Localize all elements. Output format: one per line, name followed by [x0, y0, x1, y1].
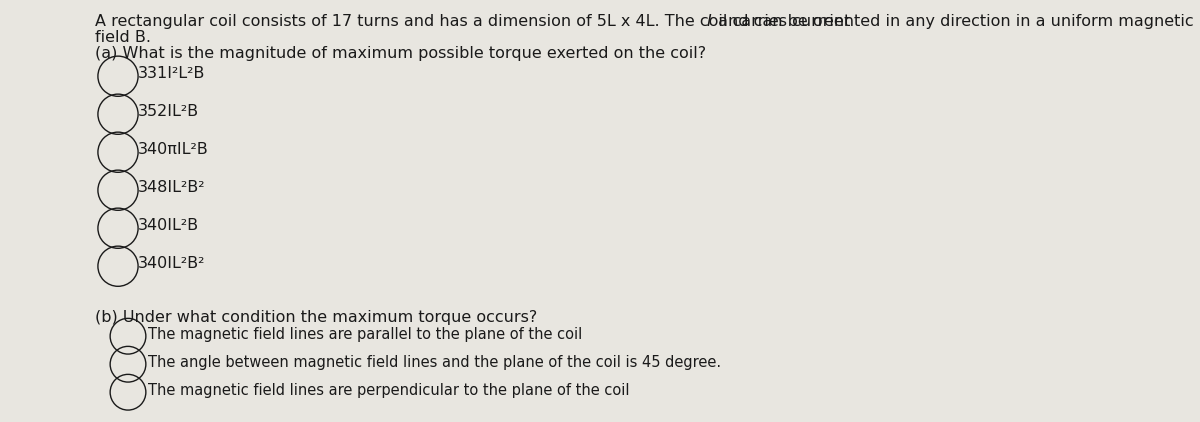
Text: 348IL²B²: 348IL²B² — [138, 180, 205, 195]
Text: A rectangular coil consists of 17 turns and has a dimension of 5L x 4L. The coil: A rectangular coil consists of 17 turns … — [95, 14, 856, 29]
Text: 352IL²B: 352IL²B — [138, 104, 199, 119]
Text: The angle between magnetic field lines and the plane of the coil is 45 degree.: The angle between magnetic field lines a… — [148, 355, 721, 370]
Text: 331I²L²B: 331I²L²B — [138, 66, 205, 81]
Text: (b) Under what condition the maximum torque occurs?: (b) Under what condition the maximum tor… — [95, 310, 538, 325]
Text: 340IL²B: 340IL²B — [138, 218, 199, 233]
Text: 340IL²B²: 340IL²B² — [138, 256, 205, 271]
Text: (a) What is the magnitude of maximum possible torque exerted on the coil?: (a) What is the magnitude of maximum pos… — [95, 46, 706, 61]
Text: field B.: field B. — [95, 30, 151, 45]
Text: I: I — [706, 14, 710, 29]
Text: and can be oriented in any direction in a uniform magnetic: and can be oriented in any direction in … — [713, 14, 1193, 29]
Text: 340πIL²B: 340πIL²B — [138, 142, 209, 157]
Text: The magnetic field lines are parallel to the plane of the coil: The magnetic field lines are parallel to… — [148, 327, 582, 342]
Text: The magnetic field lines are perpendicular to the plane of the coil: The magnetic field lines are perpendicul… — [148, 383, 630, 398]
